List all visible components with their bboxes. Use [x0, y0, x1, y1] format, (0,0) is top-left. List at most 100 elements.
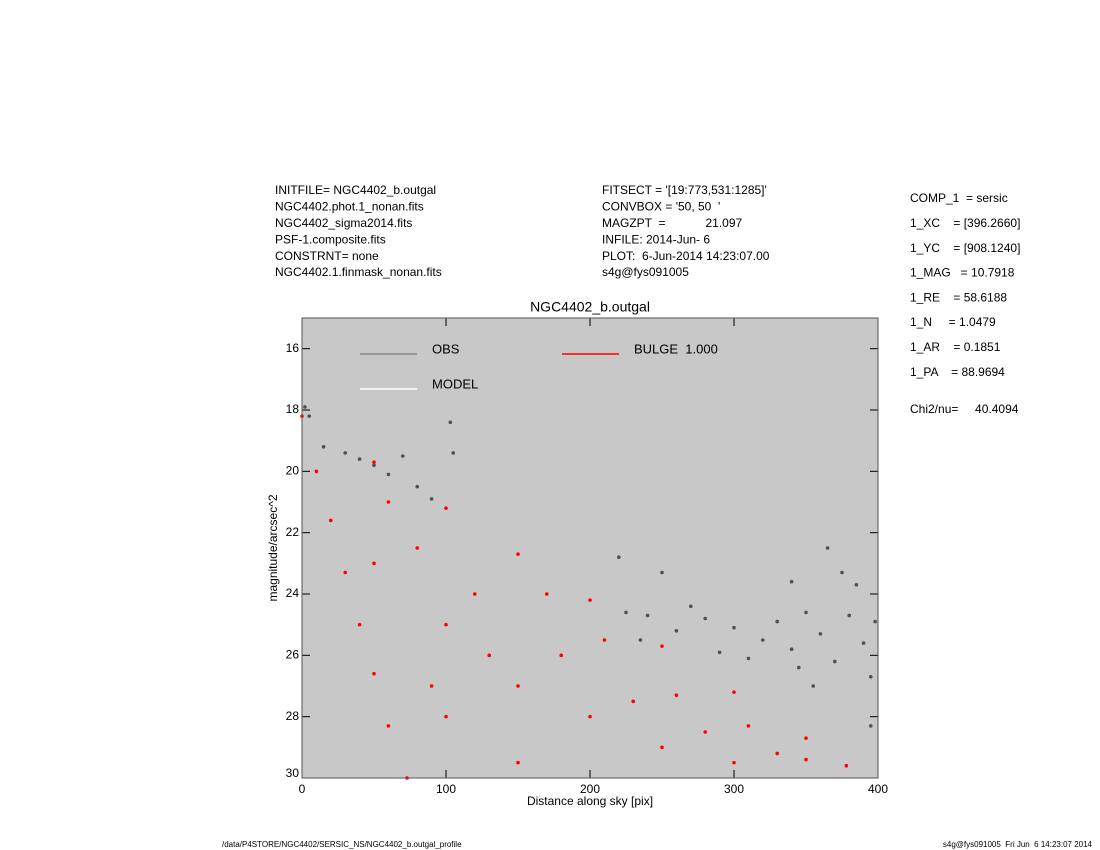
header-right-line: 1_RE = 58.6188 [910, 290, 1007, 304]
chi-square: Chi2/nu= 40.4094 [910, 402, 1019, 416]
data-point [789, 579, 794, 584]
legend-label: OBS [432, 341, 460, 356]
data-point [343, 451, 348, 455]
data-point [703, 730, 707, 734]
data-point [869, 724, 873, 728]
data-point [386, 500, 391, 504]
header-right-line: 1_MAG = 10.7918 [910, 266, 1015, 280]
data-point [854, 583, 859, 587]
y-tick-label: 20 [286, 464, 300, 478]
data-point [357, 622, 362, 627]
data-point [761, 638, 765, 642]
x-tick-label: 200 [580, 782, 600, 796]
y-tick-label: 30 [286, 766, 300, 780]
data-point [516, 760, 520, 765]
data-point [516, 684, 520, 688]
header-middle-line: INFILE: 2014-Jun- 6 [602, 232, 710, 246]
y-tick-label: 22 [286, 525, 300, 539]
data-point [645, 613, 650, 618]
data-point [732, 625, 736, 630]
y-tick-label: 26 [286, 648, 300, 662]
data-point [429, 684, 434, 688]
data-point [804, 736, 808, 740]
data-point [415, 546, 420, 550]
data-point [617, 555, 621, 559]
header-middle-line: CONVBOX = '50, 50 ' [602, 200, 720, 214]
header-middle-line: PLOT: 6-Jun-2014 14:23:07.00 [602, 249, 770, 263]
x-tick-label: 0 [299, 782, 306, 796]
header-right-line: COMP_1 = sersic [910, 191, 1008, 205]
data-point [847, 613, 851, 618]
data-point [674, 629, 679, 633]
y-axis-label: magnitude/arcsec^2 [266, 494, 280, 601]
data-point [372, 671, 376, 676]
data-point [444, 506, 448, 510]
header-middle-line: MAGZPT = 21.097 [602, 216, 742, 230]
data-point [303, 405, 307, 409]
data-point [873, 619, 877, 624]
data-point [372, 561, 376, 566]
header-left-line: CONSTRNT= none [275, 249, 379, 263]
data-point [660, 570, 664, 575]
data-point [638, 638, 643, 642]
data-point [444, 622, 448, 627]
data-point [844, 763, 849, 768]
header-left-line: INITFILE= NGC4402_b.outgal [275, 183, 436, 197]
y-tick-label: 16 [286, 341, 300, 355]
footer-left: /data/P4STORE/NGC4402/SERSIC_NS/NGC4402_… [222, 840, 462, 849]
data-point [329, 518, 333, 523]
data-point [732, 690, 736, 694]
y-tick-label: 28 [286, 709, 300, 723]
data-point [746, 656, 751, 661]
data-point [357, 457, 362, 461]
data-point [833, 659, 837, 664]
footer-right: s4g@fys091005 Fri Jun 6 14:23:07 2014 [943, 840, 1093, 849]
y-tick-label: 24 [286, 586, 300, 600]
data-point [343, 570, 348, 575]
data-point [660, 644, 664, 648]
data-point [775, 751, 779, 756]
header-right-line: 1_XC = [396.2660] [910, 216, 1020, 230]
data-point [487, 653, 492, 658]
data-point [602, 638, 607, 642]
data-point [415, 484, 420, 489]
data-point [869, 675, 873, 679]
data-point [321, 445, 326, 449]
data-point [811, 684, 815, 688]
data-point [789, 647, 794, 651]
header-left-line: NGC4402.phot.1_nonan.fits [275, 200, 424, 214]
header-right-line: 1_AR = 0.1851 [910, 340, 1001, 354]
data-point [804, 610, 808, 615]
y-tick-label: 18 [286, 402, 300, 416]
header-middle-line: FITSECT = '[19:773,531:1285]' [602, 183, 767, 197]
data-point [448, 420, 453, 425]
data-point [314, 469, 319, 474]
header-right-line: 1_YC = [908.1240] [910, 241, 1020, 255]
header-right-line: 1_N = 1.0479 [910, 315, 996, 329]
data-point [818, 632, 823, 636]
data-point [372, 463, 376, 468]
data-point [401, 454, 405, 458]
data-point [473, 592, 477, 596]
data-point [559, 653, 563, 658]
data-point [703, 616, 707, 621]
data-point [631, 699, 635, 704]
legend-label: MODEL [432, 376, 478, 391]
data-point [825, 546, 830, 550]
data-point [804, 757, 808, 762]
data-point [624, 610, 628, 615]
data-point [386, 472, 391, 477]
data-point [746, 724, 751, 728]
data-point [861, 641, 866, 645]
x-tick-label: 400 [868, 782, 888, 796]
data-point [588, 714, 592, 719]
header-middle-line: s4g@fys091005 [602, 265, 689, 279]
data-point [307, 414, 312, 418]
plot-background [302, 318, 878, 778]
x-tick-label: 300 [724, 782, 744, 796]
data-point [674, 693, 679, 697]
data-point [444, 714, 448, 719]
data-point [429, 497, 434, 501]
data-point [840, 570, 844, 575]
header-left-line: NGC4402.1.finmask_nonan.fits [275, 265, 442, 279]
